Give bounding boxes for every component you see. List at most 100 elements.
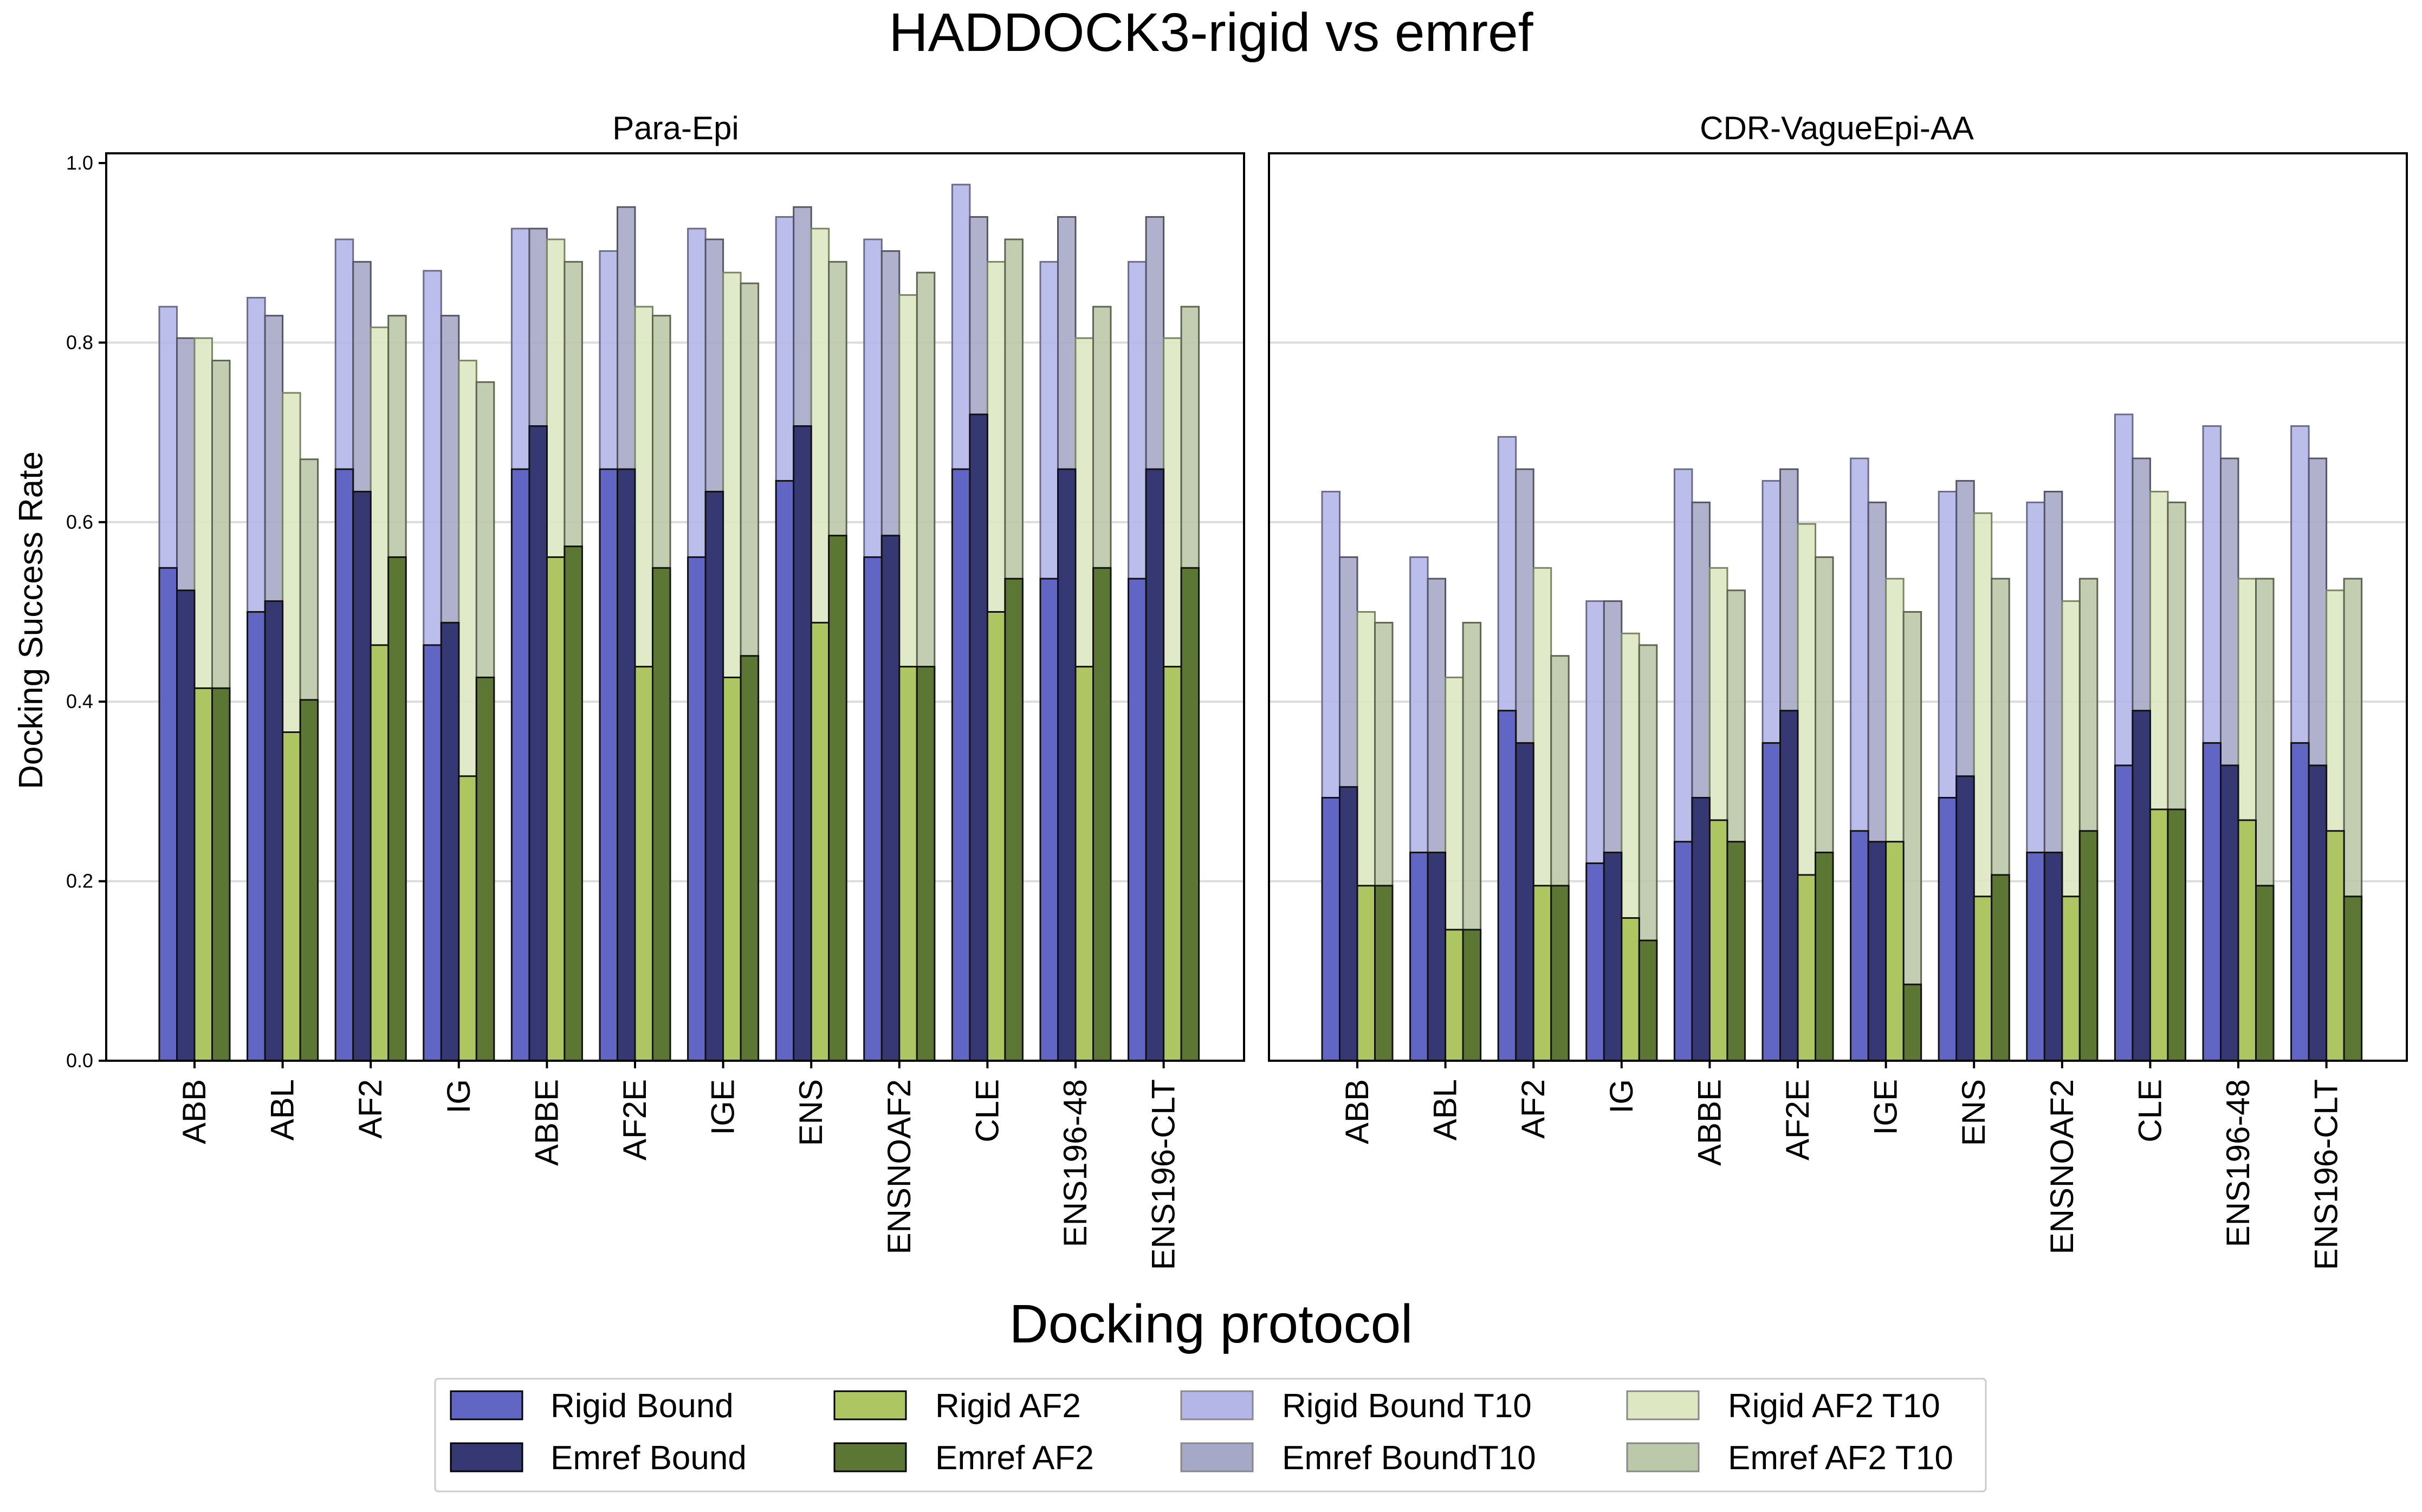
bar-rigid-af2-ens196-clt-cdr-vagueepi-aa (2326, 830, 2345, 1062)
x-tick-label-af2e: AF2E (617, 1079, 653, 1160)
bar-rigid-af2-abb-para-epi (193, 687, 213, 1062)
bar-rigid-af2-abl-cdr-vagueepi-aa (1445, 929, 1464, 1062)
bar-emref-bound-af2e-para-epi (617, 468, 636, 1062)
legend-item-rigid-af2-t10: Rigid AF2 T10 (1626, 1387, 1940, 1425)
bar-emref-bound-ig-para-epi (440, 621, 460, 1062)
y-tick-label: 0.0 (66, 1049, 93, 1072)
bar-rigid-bound-ens-cdr-vagueepi-aa (1938, 796, 1958, 1062)
bar-rigid-bound-af2-cdr-vagueepi-aa (1497, 710, 1517, 1062)
legend-swatch-emref-af2 (833, 1442, 907, 1472)
x-tick-label-abbe: ABBE (1691, 1079, 1727, 1166)
legend-swatch-rigid-af2 (833, 1390, 907, 1420)
x-tick-label-ensnoaf2: ENSNOAF2 (2044, 1079, 2080, 1254)
bar-emref-bound-abb-para-epi (176, 589, 196, 1062)
bar-rigid-bound-ens-para-epi (775, 480, 795, 1062)
legend-swatch-emref-bound-t10 (1180, 1442, 1254, 1472)
legend-label-emref-bound-t10: Emref BoundT10 (1282, 1439, 1536, 1477)
legend-label-rigid-bound: Rigid Bound (551, 1387, 734, 1425)
bar-rigid-bound-ens196-48-para-epi (1039, 577, 1059, 1062)
bar-emref-af2-af2-cdr-vagueepi-aa (1550, 885, 1570, 1062)
bar-emref-bound-ens196-clt-para-epi (1145, 468, 1165, 1062)
bar-emref-bound-af2e-cdr-vagueepi-aa (1779, 710, 1799, 1062)
bar-emref-af2-ens196-48-cdr-vagueepi-aa (2255, 885, 2275, 1062)
bar-emref-bound-abl-para-epi (264, 600, 284, 1062)
bar-rigid-af2-ig-para-epi (458, 775, 477, 1062)
x-tick-label-ens196-clt: ENS196-CLT (1145, 1079, 1182, 1270)
bar-rigid-bound-abbe-cdr-vagueepi-aa (1673, 841, 1693, 1062)
y-tick-label: 0.6 (66, 511, 93, 533)
bar-emref-bound-ens-para-epi (793, 425, 812, 1062)
legend-swatch-rigid-bound-t10 (1180, 1390, 1254, 1420)
bar-emref-bound-abbe-para-epi (528, 425, 548, 1062)
bar-rigid-af2-ens196-48-cdr-vagueepi-aa (2237, 819, 2257, 1062)
bar-emref-bound-ens196-clt-cdr-vagueepi-aa (2308, 764, 2328, 1062)
x-tick-label-ens: ENS (1955, 1079, 1992, 1146)
legend-frame (434, 1378, 1987, 1492)
bar-emref-af2-ensnoaf2-cdr-vagueepi-aa (2078, 830, 2099, 1062)
y-tick-label: 0.8 (66, 331, 93, 353)
bar-emref-af2-abbe-para-epi (564, 546, 583, 1062)
x-axis-label: Docking protocol (1009, 1294, 1413, 1354)
bar-emref-bound-ens-cdr-vagueepi-aa (1955, 775, 1975, 1062)
bar-rigid-bound-ensnoaf2-para-epi (863, 556, 883, 1062)
bar-rigid-af2-af2e-para-epi (634, 666, 653, 1062)
bar-rigid-af2-abbe-para-epi (546, 556, 566, 1062)
legend-item-rigid-bound: Rigid Bound (450, 1387, 734, 1425)
panel-title-para-epi: Para-Epi (612, 110, 739, 146)
bar-rigid-bound-abl-cdr-vagueepi-aa (1409, 852, 1429, 1062)
bar-rigid-af2-af2-para-epi (370, 644, 390, 1062)
bar-rigid-af2-ige-para-epi (722, 676, 742, 1062)
legend: Rigid Bound Emref Bound Rigid AF2 Emref … (434, 1378, 1987, 1492)
legend-item-emref-af2-t10: Emref AF2 T10 (1626, 1439, 1953, 1477)
bar-rigid-bound-af2-para-epi (334, 468, 354, 1062)
bar-emref-af2-ens-cdr-vagueepi-aa (1991, 874, 2010, 1062)
x-tick-label-cle: CLE (2132, 1079, 2168, 1143)
legend-label-rigid-af2: Rigid AF2 (935, 1387, 1081, 1425)
bar-emref-bound-af2-cdr-vagueepi-aa (1515, 742, 1534, 1062)
bar-rigid-af2-af2e-cdr-vagueepi-aa (1797, 874, 1816, 1062)
panel-title-cdr-vagueepi-aa: CDR-VagueEpi-AA (1700, 110, 1974, 146)
x-tick-label-ens196-48: ENS196-48 (2220, 1079, 2256, 1247)
x-tick-label-abl: ABL (1427, 1079, 1463, 1140)
bar-emref-af2-ens-para-epi (828, 535, 847, 1062)
bar-rigid-bound-ens196-clt-cdr-vagueepi-aa (2290, 742, 2310, 1062)
legend-label-rigid-bound-t10: Rigid Bound T10 (1282, 1387, 1532, 1425)
bar-rigid-af2-ens-para-epi (810, 621, 830, 1062)
x-tick-label-ens196-clt: ENS196-CLT (2308, 1079, 2345, 1270)
bar-rigid-bound-abbe-para-epi (510, 468, 530, 1062)
x-tick-label-ensnoaf2: ENSNOAF2 (881, 1079, 917, 1254)
x-tick-label-abb: ABB (176, 1079, 212, 1144)
bar-emref-af2-abb-cdr-vagueepi-aa (1374, 885, 1394, 1062)
bar-rigid-af2-ig-cdr-vagueepi-aa (1621, 917, 1640, 1062)
legend-swatch-rigid-af2-t10 (1626, 1390, 1700, 1420)
chart-title: HADDOCK3-rigid vs emref (889, 2, 1533, 63)
x-tick-label-abl: ABL (264, 1079, 301, 1140)
bar-rigid-af2-abbe-cdr-vagueepi-aa (1708, 819, 1728, 1062)
x-tick-label-ig: IG (1603, 1079, 1640, 1113)
bar-emref-af2-abbe-cdr-vagueepi-aa (1726, 841, 1746, 1062)
x-tick-label-ens196-48: ENS196-48 (1057, 1079, 1093, 1247)
bar-emref-bound-ige-cdr-vagueepi-aa (1867, 841, 1887, 1062)
bar-emref-af2-abl-cdr-vagueepi-aa (1462, 929, 1482, 1062)
legend-swatch-rigid-bound (450, 1390, 523, 1420)
bar-rigid-bound-cle-cdr-vagueepi-aa (2114, 764, 2134, 1062)
legend-label-emref-af2-t10: Emref AF2 T10 (1728, 1439, 1953, 1477)
x-tick-label-cle: CLE (969, 1079, 1005, 1143)
legend-swatch-emref-af2-t10 (1626, 1442, 1700, 1472)
bar-rigid-af2-abl-para-epi (282, 731, 301, 1062)
panel-para-epi: Para-Epi 0.0 0.2 0.4 0.6 0.8 1.0 ABB ABL AF2 IG AB… (66, 110, 1245, 1270)
bar-rigid-af2-abb-cdr-vagueepi-aa (1356, 885, 1376, 1062)
bar-rigid-bound-ige-cdr-vagueepi-aa (1850, 830, 1869, 1062)
y-tick-label: 0.2 (66, 870, 93, 892)
bar-emref-af2-ens196-clt-cdr-vagueepi-aa (2343, 895, 2363, 1062)
bar-rigid-bound-af2e-cdr-vagueepi-aa (1762, 742, 1781, 1062)
bar-emref-bound-abbe-cdr-vagueepi-aa (1691, 796, 1711, 1062)
x-tick-label-abb: ABB (1339, 1079, 1375, 1144)
bar-emref-bound-ige-para-epi (704, 490, 724, 1062)
bar-rigid-af2-cle-cdr-vagueepi-aa (2149, 808, 2169, 1062)
x-tick-label-ige: IGE (1868, 1079, 1904, 1135)
x-tick-label-ige: IGE (705, 1079, 741, 1135)
bar-emref-af2-cle-cdr-vagueepi-aa (2167, 808, 2186, 1062)
